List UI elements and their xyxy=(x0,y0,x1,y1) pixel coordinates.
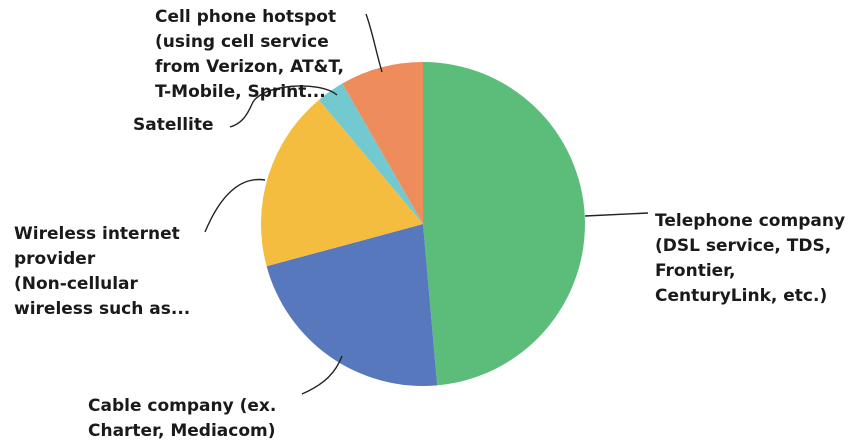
slice-label-line: wireless such as... xyxy=(14,299,190,319)
pie-slice-4 xyxy=(342,62,423,224)
slice-label-3: Satellite xyxy=(133,115,214,135)
pie-slice-3 xyxy=(318,83,423,224)
pie-slice-1 xyxy=(266,224,438,386)
slice-label-line: from Verizon, AT&T, xyxy=(155,57,344,77)
slice-label-1: Cable company (ex. Charter, Mediacom) xyxy=(88,396,276,441)
leader-line-0 xyxy=(584,212,649,217)
slice-label-line: T-Mobile, Sprint... xyxy=(155,82,326,102)
pie-slices xyxy=(261,62,585,386)
slice-label-line: Cell phone hotspot xyxy=(155,7,336,27)
slice-label-4: Cell phone hotspot (using cell service fro… xyxy=(155,7,344,102)
slice-label-line: (using cell service xyxy=(155,32,329,52)
slice-label-line: Telephone company xyxy=(655,211,845,231)
slice-label-line: (DSL service, TDS, xyxy=(655,236,831,256)
leader-lines xyxy=(204,13,649,395)
slice-label-line: provider xyxy=(14,249,96,269)
leader-line-4 xyxy=(365,13,383,73)
slice-label-line: CenturyLink, etc.) xyxy=(655,286,827,306)
slice-label-line: Frontier, xyxy=(655,261,736,281)
slice-label-line: Charter, Mediacom) xyxy=(88,421,276,441)
slice-label-line: Cable company (ex. xyxy=(88,396,276,416)
slice-label-line: Wireless internet xyxy=(14,224,180,244)
pie-slice-2 xyxy=(261,99,423,267)
leader-line-2 xyxy=(204,178,266,233)
slice-label-0: Telephone company (DSL service, TDS, Front… xyxy=(655,211,845,306)
pie-slice-0 xyxy=(423,62,585,386)
slice-label-line: (Non-cellular xyxy=(14,274,138,294)
leader-line-3 xyxy=(229,85,338,128)
leader-line-1 xyxy=(301,355,343,395)
slice-labels: Telephone company (DSL service, TDS, Front… xyxy=(14,7,845,441)
slice-label-2: Wireless internet provider (Non-cellular wi… xyxy=(14,224,190,319)
slice-label-line: Satellite xyxy=(133,115,214,135)
